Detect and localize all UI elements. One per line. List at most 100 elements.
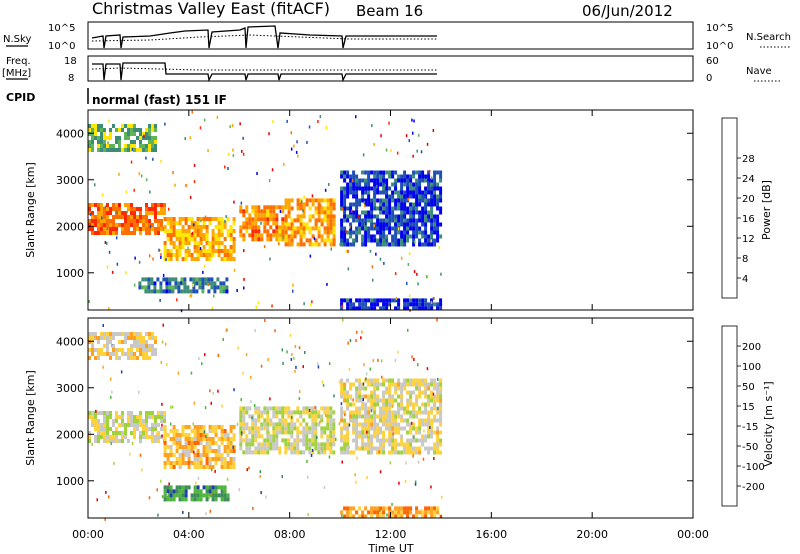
velocity-cell: [424, 418, 428, 423]
power-cell: [112, 203, 115, 207]
power-cell: [208, 241, 212, 245]
velocity-cell: [133, 427, 136, 431]
velocity-cell: [403, 378, 407, 383]
power-cell: [225, 277, 229, 282]
velocity-cell: [302, 450, 306, 455]
power-cell: [121, 128, 124, 132]
power-cell: [424, 242, 428, 247]
velocity-noise-cell: [355, 480, 357, 484]
velocity-cell: [190, 493, 194, 498]
velocity-cell: [121, 419, 124, 423]
velocity-cell: [349, 402, 353, 407]
power-cell: [349, 182, 353, 187]
power-cell: [220, 217, 224, 221]
power-cell: [418, 302, 422, 307]
power-cell: [299, 222, 303, 227]
power-cell: [421, 242, 425, 247]
power-cell: [148, 207, 151, 211]
power-cell: [343, 206, 347, 211]
velocity-cell: [278, 418, 282, 423]
power-cell: [358, 226, 362, 231]
velocity-cell: [436, 450, 440, 455]
velocity-colorbar-label: Velocity [m s⁻¹]: [762, 381, 775, 466]
velocity-cell: [409, 402, 413, 407]
power-cell: [403, 198, 407, 203]
power-cell: [439, 190, 443, 195]
velocity-cell: [248, 450, 252, 455]
power-noise-cell: [164, 122, 166, 126]
velocity-noise-cell: [250, 375, 252, 379]
power-cell: [418, 178, 422, 183]
velocity-cell: [121, 439, 124, 443]
velocity-noise-cell: [321, 380, 324, 384]
velocity-noise-cell: [267, 358, 269, 362]
velocity-cell: [112, 344, 115, 348]
velocity-cell: [127, 419, 130, 423]
velocity-cell: [400, 418, 404, 423]
velocity-cell: [340, 426, 344, 431]
velocity-cell: [190, 449, 194, 453]
power-cell: [352, 170, 356, 175]
power-cell: [100, 227, 103, 231]
velocity-data: [88, 318, 443, 521]
velocity-cell: [391, 510, 395, 515]
velocity-noise-cell: [168, 482, 170, 486]
power-cell: [376, 182, 380, 187]
power-noise-cell: [200, 219, 202, 223]
velocity-cell: [106, 431, 109, 435]
velocity-cell: [106, 336, 109, 340]
power-noise-cell: [357, 215, 359, 219]
velocity-cell: [106, 348, 109, 352]
velocity-cell: [275, 410, 279, 415]
velocity-cell: [340, 382, 344, 387]
velocity-cell: [163, 485, 167, 490]
velocity-cell: [290, 434, 294, 439]
power-cell: [379, 198, 383, 203]
velocity-cell: [403, 506, 407, 511]
power-cell: [430, 202, 434, 207]
power-cell: [154, 144, 157, 148]
power-cell: [187, 229, 191, 233]
velocity-cell: [403, 410, 407, 415]
velocity-noise-cell: [245, 353, 248, 357]
power-cell: [181, 229, 185, 233]
velocity-cell: [290, 426, 294, 431]
power-cell: [166, 237, 170, 241]
velocity-cell: [175, 485, 179, 490]
power-cell: [260, 209, 264, 214]
power-noise-cell: [189, 195, 192, 199]
velocity-noise-cell: [195, 481, 197, 485]
velocity-cell: [373, 426, 377, 431]
power-cell: [409, 182, 413, 187]
power-cell: [412, 194, 416, 199]
velocity-cell: [112, 435, 115, 439]
power-cell: [226, 233, 230, 237]
power-cell: [201, 281, 205, 286]
power-cell: [340, 202, 344, 207]
x-tick-label: 04:00: [173, 528, 205, 541]
power-cell: [121, 148, 124, 152]
velocity-cell: [391, 450, 395, 455]
power-cell: [251, 229, 255, 234]
power-noise-cell: [400, 256, 403, 260]
power-cell: [367, 182, 371, 187]
power-noise-cell: [213, 294, 215, 298]
power-cell: [373, 298, 377, 303]
power-cell: [385, 178, 389, 183]
velocity-cell: [139, 431, 142, 435]
velocity-noise-cell: [214, 469, 216, 473]
power-cell: [406, 298, 410, 303]
power-cell: [217, 225, 221, 229]
power-cell: [340, 242, 344, 247]
power-cell: [257, 217, 261, 222]
velocity-cell: [311, 406, 315, 411]
velocity-cell: [373, 402, 377, 407]
power-cell: [195, 281, 199, 286]
power-noise-cell: [130, 160, 133, 164]
power-cell: [311, 214, 315, 219]
power-cell: [364, 242, 368, 247]
velocity-cell: [242, 426, 246, 431]
power-cell: [349, 178, 353, 183]
velocity-cell: [127, 348, 130, 352]
power-cell: [367, 202, 371, 207]
